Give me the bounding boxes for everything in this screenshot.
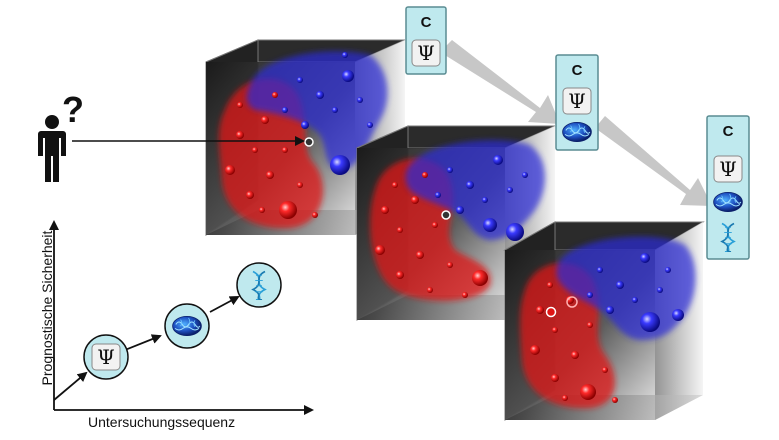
graph-step-psi: Ψ bbox=[83, 334, 129, 380]
transition-arrows bbox=[440, 40, 712, 206]
blue-data-points bbox=[435, 155, 528, 241]
step-arrow-1 bbox=[53, 371, 88, 401]
certainty-graph: Ψ bbox=[49, 220, 314, 415]
blue-class-region bbox=[405, 140, 545, 240]
panel-2-letter: C bbox=[572, 62, 583, 79]
panel-3: C Ψ bbox=[706, 115, 750, 260]
step-arrow-3 bbox=[209, 296, 240, 313]
psi-icon: Ψ bbox=[417, 41, 435, 65]
panel-3-letter: C bbox=[723, 123, 734, 140]
psi-icon: Ψ bbox=[568, 89, 586, 113]
query-point-2 bbox=[441, 210, 451, 220]
panel-1: C Ψ bbox=[405, 6, 447, 75]
question-mark: ? bbox=[62, 89, 84, 130]
red-data-points bbox=[375, 172, 488, 298]
red-data-points bbox=[530, 282, 618, 403]
brain-icon bbox=[562, 121, 592, 143]
brain-icon bbox=[172, 315, 202, 337]
panel-2: C Ψ bbox=[555, 54, 599, 151]
transition-arrow-2 bbox=[595, 116, 712, 206]
blue-data-points bbox=[587, 253, 684, 332]
graph-step-dna bbox=[236, 262, 282, 308]
red-class-region bbox=[370, 158, 491, 301]
blue-class-region bbox=[556, 236, 696, 340]
person-icon bbox=[38, 115, 66, 182]
transition-arrow-1 bbox=[440, 40, 560, 124]
step-arrow-2 bbox=[124, 334, 162, 351]
brain-icon bbox=[713, 191, 743, 213]
graph-step-brain bbox=[164, 303, 210, 349]
blue-data-points bbox=[282, 52, 373, 175]
blue-class-region bbox=[246, 51, 388, 170]
feature-space-cube-3 bbox=[503, 221, 705, 421]
psi-icon: Ψ bbox=[719, 157, 737, 181]
red-data-points bbox=[225, 92, 318, 219]
y-axis-label: Prognostische Sicherheit bbox=[39, 230, 55, 386]
query-point-3 bbox=[545, 306, 557, 318]
query-point-1 bbox=[304, 137, 314, 147]
panel-1-letter: C bbox=[421, 14, 432, 31]
psi-icon: Ψ bbox=[97, 345, 115, 369]
x-axis-label: Untersuchungssequenz bbox=[88, 414, 236, 430]
